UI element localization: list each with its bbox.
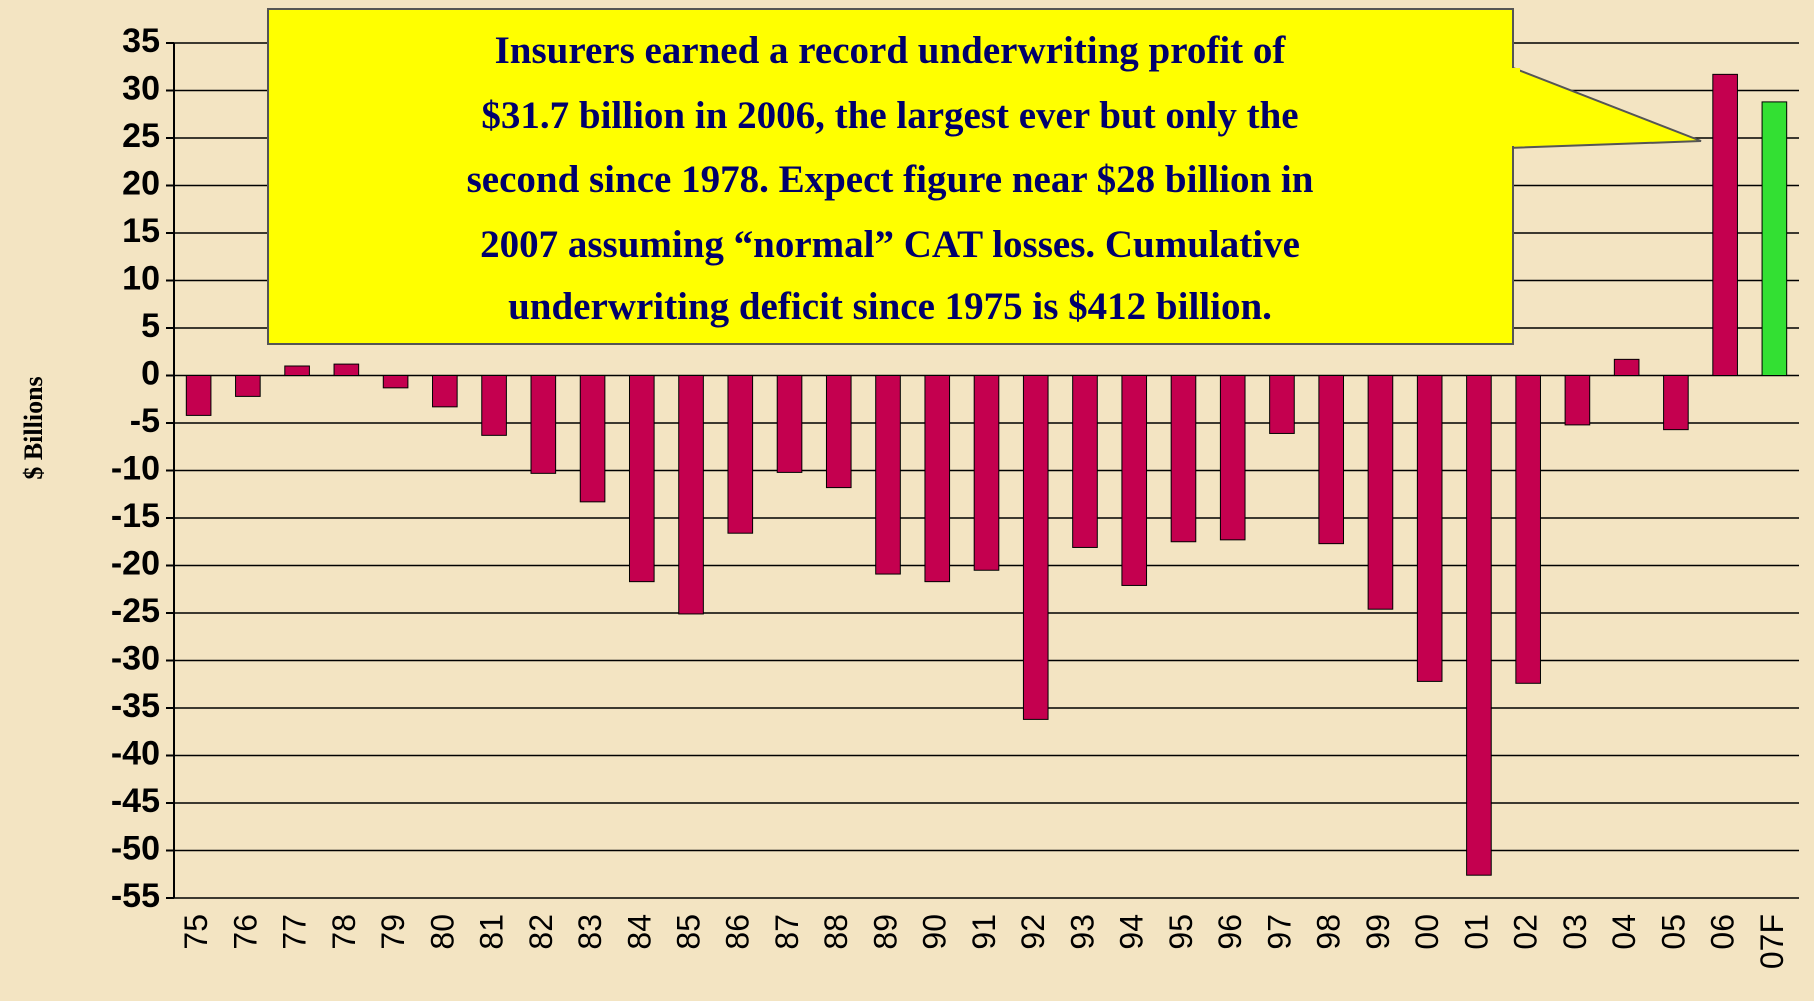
- bar: [973, 375, 1000, 571]
- bar: [1564, 375, 1591, 426]
- bar: [1613, 358, 1640, 377]
- bar: [185, 375, 212, 416]
- bar: [1318, 375, 1345, 545]
- x-tick-label: 86: [720, 914, 756, 950]
- x-tick-label: 90: [917, 914, 953, 950]
- x-tick-label: 00: [1409, 914, 1445, 950]
- x-tick-label: 98: [1311, 914, 1347, 950]
- annotation-line: Insurers earned a record underwriting pr…: [495, 29, 1287, 72]
- x-tick-label: 93: [1064, 914, 1100, 950]
- x-tick-label: 76: [227, 914, 263, 950]
- bar: [1022, 375, 1049, 720]
- x-tick-label: 02: [1508, 914, 1544, 950]
- bar: [628, 375, 655, 583]
- y-tick-label: -40: [111, 734, 160, 772]
- bar: [1269, 375, 1295, 434]
- x-tick-label: 01: [1458, 914, 1494, 950]
- x-tick-label: 06: [1705, 914, 1741, 950]
- bar: [1663, 375, 1689, 431]
- bar: [875, 375, 901, 575]
- bar: [1712, 73, 1738, 376]
- bar: [1367, 375, 1394, 610]
- bar: [284, 365, 310, 376]
- x-tick-label: 78: [326, 914, 362, 950]
- x-tick-label: 82: [523, 914, 559, 950]
- bar: [579, 375, 606, 503]
- x-tick-label: 84: [621, 914, 657, 950]
- bar: [776, 375, 803, 473]
- bar: [1170, 375, 1197, 543]
- x-tick-label: 80: [424, 914, 460, 950]
- x-tick-label: 88: [818, 914, 854, 950]
- bar: [678, 375, 704, 615]
- bar: [333, 363, 360, 377]
- x-tick-label: 04: [1606, 914, 1642, 950]
- y-tick-label: -55: [111, 877, 160, 915]
- y-tick-label: -30: [111, 639, 160, 677]
- y-tick-label: 30: [122, 69, 160, 107]
- callout-box: [267, 8, 1514, 345]
- x-tick-label: 79: [375, 914, 411, 950]
- x-tick-label: 95: [1163, 914, 1199, 950]
- x-tick-label: 96: [1212, 914, 1248, 950]
- x-tick-label: 03: [1557, 914, 1593, 950]
- y-tick-label: 5: [141, 307, 160, 345]
- x-tick-label: 85: [670, 914, 706, 950]
- bar: [1515, 375, 1541, 684]
- y-tick-label: 0: [141, 354, 160, 392]
- x-tick-label: 97: [1261, 914, 1297, 950]
- annotation-line: underwriting deficit since 1975 is $412 …: [508, 285, 1272, 328]
- y-tick-label: -45: [111, 782, 160, 820]
- y-tick-label: 35: [122, 22, 160, 60]
- x-tick-label: 77: [277, 914, 313, 950]
- y-axis-label: $ Billions: [19, 376, 48, 479]
- y-tick-label: -20: [111, 544, 160, 582]
- bar: [432, 375, 458, 408]
- bar: [382, 375, 409, 389]
- bar: [924, 375, 951, 583]
- annotation-line: second since 1978. Expect figure near $2…: [467, 158, 1314, 201]
- x-tick-label: 07F: [1754, 914, 1790, 969]
- x-tick-label: 91: [966, 914, 1002, 950]
- bar: [481, 375, 507, 436]
- y-tick-label: 15: [122, 212, 160, 250]
- x-tick-label: 89: [867, 914, 903, 950]
- y-tick-label: -5: [130, 402, 160, 440]
- x-tick-label: 87: [769, 914, 805, 950]
- y-tick-label: 25: [122, 117, 160, 155]
- y-tick-label: 10: [122, 259, 160, 297]
- bar: [530, 375, 557, 474]
- bar: [1219, 375, 1246, 541]
- y-tick-label: -35: [111, 687, 160, 725]
- bar: [1072, 375, 1098, 548]
- x-tick-label: 83: [572, 914, 608, 950]
- annotation-line: 2007 assuming “normal” CAT losses. Cumul…: [480, 223, 1300, 266]
- x-tick-label: 81: [474, 914, 510, 950]
- y-tick-label: -15: [111, 497, 160, 535]
- y-tick-label: 20: [122, 164, 160, 202]
- bar: [1761, 101, 1788, 377]
- x-tick-label: 92: [1015, 914, 1051, 950]
- bar: [825, 375, 852, 489]
- annotation-line: $31.7 billion in 2006, the largest ever …: [481, 94, 1298, 137]
- x-tick-label: 75: [178, 914, 214, 950]
- bar: [1416, 375, 1443, 682]
- y-tick-label: -25: [111, 592, 160, 630]
- bar: [1466, 375, 1492, 876]
- bar: [1121, 375, 1148, 586]
- y-tick-label: -50: [111, 829, 160, 867]
- bar: [235, 375, 261, 397]
- y-tick-label: -10: [111, 449, 160, 487]
- x-tick-label: 05: [1655, 914, 1691, 950]
- callout-joint: [1511, 68, 1520, 146]
- x-tick-label: 99: [1360, 914, 1396, 950]
- x-tick-label: 94: [1114, 914, 1150, 950]
- bar: [727, 375, 754, 534]
